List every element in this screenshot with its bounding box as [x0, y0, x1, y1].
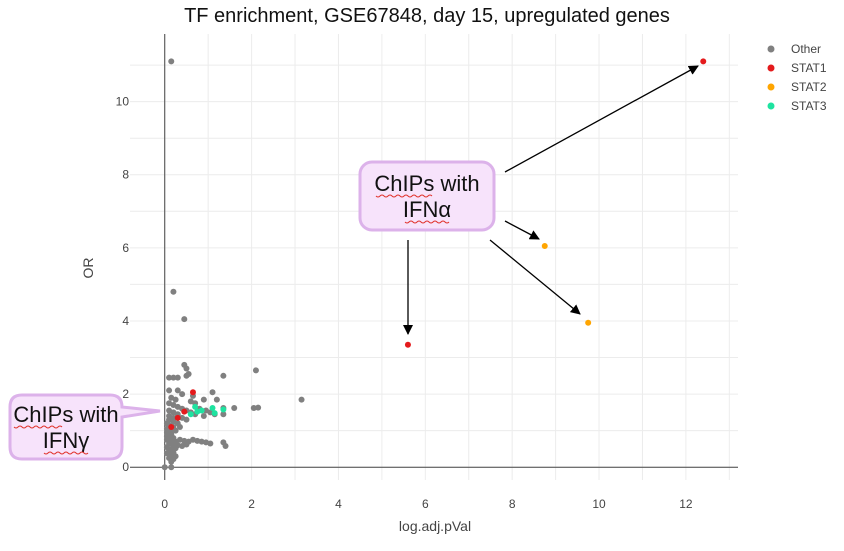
x-axis-title: log.adj.pVal [399, 518, 471, 534]
point-stat1 [174, 414, 181, 421]
callout-ifng-line1: ChIPs with [13, 402, 118, 427]
point-other [255, 404, 262, 411]
point-stat2 [585, 319, 592, 326]
callout-ifng-box [8, 393, 161, 461]
arrow-to-stat2-lower [489, 239, 581, 315]
point-other [222, 443, 229, 450]
chart-title: TF enrichment, GSE67848, day 15, upregul… [184, 5, 670, 27]
legend-marker [767, 102, 775, 110]
point-other [166, 387, 173, 394]
legend-marker [767, 45, 775, 53]
y-tick-label: 0 [122, 460, 129, 474]
x-tick-label: 2 [248, 497, 255, 511]
point-stat1 [404, 341, 411, 348]
legend-item-other: Other [767, 42, 821, 56]
point-other [200, 413, 207, 420]
point-other [179, 391, 186, 398]
y-axis-title: OR [80, 258, 96, 279]
point-other [174, 374, 181, 381]
point-other [183, 365, 190, 372]
spellcheck-underline-ifng-2 [43, 451, 89, 455]
callout-ifng: ChIPs with IFNγ [8, 393, 161, 461]
point-other [161, 464, 168, 471]
spellcheck-underline-ifna-1 [375, 194, 433, 198]
point-other [170, 288, 177, 295]
point-other [220, 411, 227, 418]
grid [130, 34, 738, 480]
point-other [170, 374, 177, 381]
legend-label: STAT2 [791, 80, 827, 94]
arrow-to-stat2-upper [504, 220, 540, 240]
point-other [209, 389, 216, 396]
point-stat3 [209, 404, 216, 411]
annotation-arrows [403, 65, 699, 335]
axes [130, 34, 738, 480]
point-other [181, 316, 188, 323]
point-other [298, 396, 305, 403]
point-stat1 [700, 58, 707, 65]
x-tick-label: 0 [161, 497, 168, 511]
callout-ifng-line2: IFNγ [43, 428, 89, 453]
legend-marker [767, 83, 775, 91]
point-stat3 [220, 406, 227, 413]
spellcheck-underline-ifna-2 [404, 220, 450, 224]
legend-label: STAT1 [791, 61, 827, 75]
x-tick-label: 10 [592, 497, 606, 511]
y-tick-label: 2 [122, 387, 129, 401]
point-other [200, 396, 207, 403]
legend: Other STAT1 STAT2 STAT3 [767, 42, 827, 113]
x-tick-label: 4 [335, 497, 342, 511]
y-tick-label: 10 [116, 95, 130, 109]
callout-ifna-box [358, 160, 496, 232]
point-other [250, 404, 257, 411]
point-stat3 [192, 403, 199, 410]
point-other [220, 372, 227, 379]
point-stat1 [168, 423, 175, 430]
legend-item-stat2: STAT2 [767, 80, 827, 94]
point-stat3 [211, 410, 218, 417]
y-tick-label: 8 [122, 168, 129, 182]
point-other [166, 374, 173, 381]
point-other [168, 58, 175, 65]
point-other [174, 387, 181, 394]
x-tick-label: 12 [679, 497, 693, 511]
callout-ifna: ChIPs with IFNα [358, 160, 496, 232]
y-tick-label: 6 [122, 241, 129, 255]
point-other [231, 404, 238, 411]
point-other [172, 396, 179, 403]
callout-ifna-line2: IFNα [403, 197, 451, 222]
point-stat3 [187, 411, 194, 418]
point-other [183, 441, 190, 448]
legend-item-stat3: STAT3 [767, 99, 827, 113]
legend-marker [767, 64, 775, 72]
callout-ifna-line1: ChIPs with [374, 171, 479, 196]
data-points [161, 58, 707, 471]
y-tick-label: 4 [122, 314, 129, 328]
point-other [252, 367, 259, 374]
x-tick-label: 8 [509, 497, 516, 511]
point-other [183, 416, 190, 423]
point-stat1 [189, 389, 196, 396]
point-other [185, 370, 192, 377]
legend-label: Other [791, 42, 821, 56]
point-other [176, 423, 183, 430]
point-other [168, 464, 175, 471]
tick-labels: 0 2 4 6 8 10 12 0 2 4 6 8 10 [116, 95, 693, 511]
point-other [213, 396, 220, 403]
point-stat3 [198, 407, 205, 414]
point-stat1 [181, 408, 188, 415]
point-other [207, 440, 214, 447]
point-other [168, 458, 175, 465]
legend-item-stat1: STAT1 [767, 61, 827, 75]
arrow-to-stat1-top [504, 65, 699, 173]
spellcheck-underline-ifng-1 [13, 425, 63, 429]
point-stat2 [541, 243, 548, 250]
legend-label: STAT3 [791, 99, 827, 113]
x-tick-label: 6 [422, 497, 429, 511]
point-other [172, 427, 179, 434]
